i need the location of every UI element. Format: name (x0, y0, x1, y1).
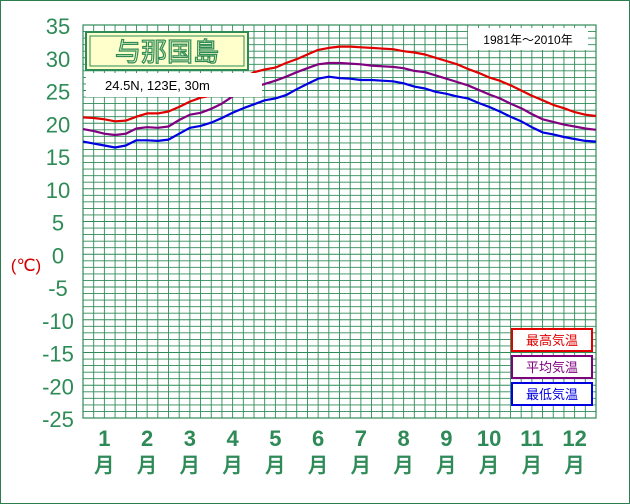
x-tick-suffix: 月 (264, 453, 285, 477)
y-tick-label: -25 (42, 407, 74, 432)
x-tick-suffix: 月 (307, 453, 328, 477)
x-tick-suffix: 月 (222, 453, 243, 477)
legend-box (511, 355, 593, 379)
y-tick-label: -15 (42, 342, 74, 367)
y-tick-label: 30 (46, 47, 70, 72)
x-tick-label: 7 (355, 426, 367, 451)
series-line-1 (82, 45, 597, 123)
x-tick-label: 10 (477, 426, 501, 451)
x-tick-label: 2 (141, 426, 153, 451)
legend-item-2: 平均気温 (511, 355, 593, 379)
x-tick-label: 12 (562, 426, 586, 451)
y-tick-label: -5 (48, 276, 68, 301)
x-tick-suffix: 月 (93, 453, 114, 477)
x-tick-label: 8 (398, 426, 410, 451)
y-tick-label: 5 (52, 211, 64, 236)
x-tick-suffix: 月 (478, 453, 499, 477)
unit-label: (℃) (11, 256, 41, 275)
x-tick-label: 11 (520, 426, 543, 451)
legend-label: 最低気温 (526, 387, 578, 403)
y-tick-labels: 35 30 25 20 15 10 5 0 -5 -10 -15 -20 -25 (42, 14, 74, 432)
station-title: 与那国島 (115, 38, 219, 68)
legend-item-3: 最低気温 (511, 382, 593, 406)
y-tick-label: -10 (42, 309, 74, 334)
y-tick-label: -20 (42, 374, 74, 399)
x-tick-label: 4 (227, 426, 240, 451)
grid-layer (82, 24, 597, 419)
x-tick-label: 9 (440, 426, 452, 451)
x-tick-suffix: 月 (136, 453, 157, 477)
series-line-3 (82, 75, 597, 149)
title-box: 与那国島 (85, 31, 249, 71)
x-tick-label: 6 (312, 426, 324, 451)
series-layer (82, 45, 597, 149)
station-location: 24.5N, 123E, 30m (105, 78, 210, 93)
legend-item-1: 最高気温 (511, 328, 593, 352)
series-line-2 (82, 61, 597, 137)
x-tick-suffix: 月 (435, 453, 456, 477)
y-tick-label: 10 (46, 178, 70, 203)
x-tick-label: 1 (98, 426, 110, 451)
x-tick-label: 3 (184, 426, 196, 451)
legend-box (511, 328, 593, 352)
y-tick-label: 15 (46, 145, 70, 170)
x-tick-suffix: 月 (179, 453, 200, 477)
x-tick-suffix: 月 (393, 453, 414, 477)
legend-label: 平均気温 (526, 360, 578, 376)
period-box: 1981年〜2010年 (468, 28, 588, 50)
x-tick-label: 5 (269, 426, 281, 451)
legend-label: 最高気温 (526, 333, 578, 349)
y-tick-label: 0 (52, 243, 64, 268)
x-tick-suffix: 月 (564, 453, 585, 477)
location-box: 24.5N, 123E, 30m (86, 73, 262, 97)
period-label: 1981年〜2010年 (483, 33, 572, 47)
y-tick-label: 35 (46, 14, 70, 39)
legend-box (511, 382, 593, 406)
y-tick-label: 20 (46, 112, 70, 137)
y-tick-label: 25 (46, 80, 70, 105)
x-tick-suffix: 月 (521, 453, 542, 477)
x-tick-suffix: 月 (350, 453, 371, 477)
